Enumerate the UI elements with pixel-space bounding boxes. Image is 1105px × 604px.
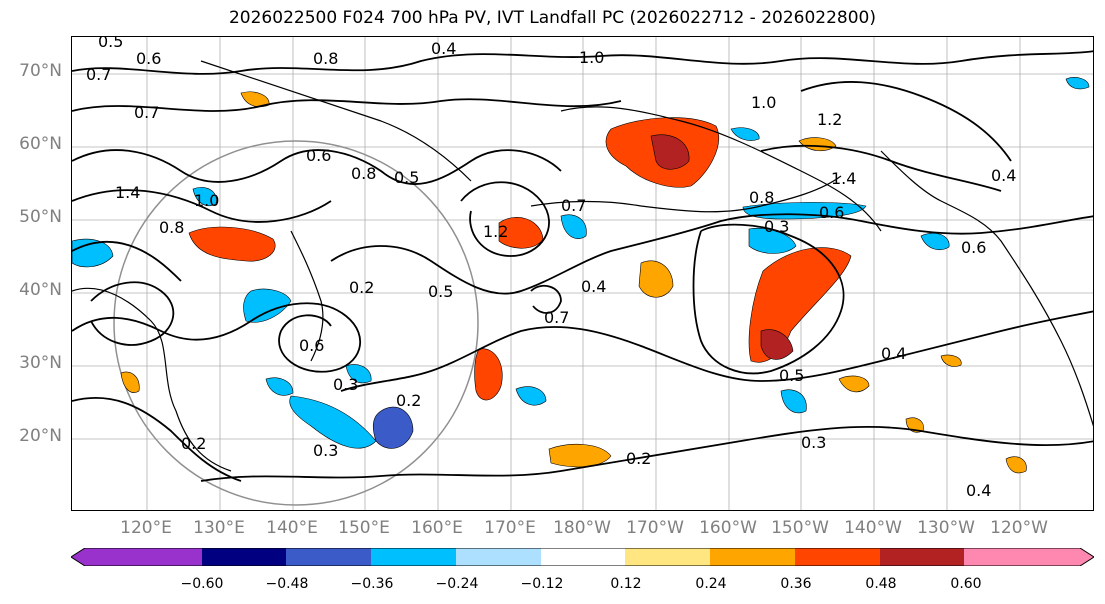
colorbar-tick: −0.48 [265,576,309,592]
colorbar-tick: 0.36 [780,576,812,592]
contour-label: 1.4 [831,169,856,188]
contour-label: 0.2 [396,391,421,410]
contour-label: 1.0 [194,191,219,210]
lon-label-150w: 150°W [771,518,829,538]
lon-label-130w: 130°W [917,518,975,538]
graticule [72,37,1093,510]
contour-label: 0.4 [581,277,606,296]
contour-label: 0.7 [134,103,159,122]
colorbar-segment [710,548,796,566]
colorbar-segment [371,548,457,566]
colorbar-tick: −0.24 [435,576,479,592]
colorbar-segment [795,548,881,566]
contour-labels: 0.4 0.5 0.6 0.7 0.8 1.0 1.2 1.4 0.2 0.3 … [86,37,1016,500]
colorbar-tick: 0.60 [950,576,982,592]
colorbar-segment [286,548,372,566]
lat-label-40n: 40°N [19,280,62,300]
contour-label: 0.7 [544,308,569,327]
pv-negative-shading [72,77,1090,449]
contour-label: 0.7 [86,65,111,84]
colorbar-segment [880,548,965,566]
contour-label: 0.5 [779,366,804,385]
colorbar-tick: −0.36 [350,576,394,592]
contour-label: 0.4 [991,166,1016,185]
contour-label: 0.6 [306,146,331,165]
contour-label: 0.7 [561,196,586,215]
contour-label: 1.4 [115,183,140,202]
contour-label: 0.4 [881,344,906,363]
colorbar [71,548,1094,566]
contour-label: 1.2 [817,110,842,129]
lon-label-140e: 140°E [266,518,318,538]
colorbar-segment [625,548,711,566]
contour-label: 0.2 [626,449,651,468]
contour-label: 0.3 [764,217,789,236]
lon-label-160e: 160°E [411,518,463,538]
contour-label: 0.4 [431,39,456,58]
lat-label-50n: 50°N [19,207,62,227]
contour-label: 1.0 [751,93,776,112]
contour-label: 0.6 [136,49,161,68]
colorbar-segment [456,548,542,566]
lon-label-170e: 170°E [484,518,536,538]
coastlines [72,60,1093,472]
contour-label: 0.8 [351,164,376,183]
map-panel: 0.4 0.5 0.6 0.7 0.8 1.0 1.2 1.4 0.2 0.3 … [71,36,1094,511]
contour-label: 0.5 [394,168,419,187]
contour-label: 0.5 [428,282,453,301]
contour-label: 0.2 [349,278,374,297]
colorbar-tick: 0.12 [610,576,642,592]
colorbar-segment [202,548,287,566]
colorbar-tick: −0.12 [520,576,564,592]
contour-label: 1.2 [483,222,508,241]
pv-contours [72,50,1093,482]
lat-label-20n: 20°N [19,426,62,446]
colorbar-segment [71,548,202,566]
contour-label: 0.8 [313,49,338,68]
contour-label: 0.8 [749,188,774,207]
lon-label-170w: 170°W [626,518,684,538]
contour-label: 1.0 [579,48,604,67]
lon-label-180w: 180°W [553,518,611,538]
contour-label: 0.8 [159,218,184,237]
colorbar-tick: 0.48 [865,576,897,592]
contour-label: 0.3 [333,375,358,394]
lon-label-160w: 160°W [699,518,757,538]
lat-label-60n: 60°N [19,134,62,154]
colorbar-tick: 0.24 [695,576,727,592]
contour-label: 0.3 [801,433,826,452]
region-circle [113,140,479,506]
colorbar-segment [541,548,626,566]
lon-label-150e: 150°E [338,518,390,538]
lon-label-120e: 120°E [120,518,172,538]
lat-label-30n: 30°N [19,353,62,373]
lon-label-130e: 130°E [193,518,245,538]
lat-label-70n: 70°N [19,61,62,81]
map-title: 2026022500 F024 700 hPa PV, IVT Landfall… [228,8,876,28]
contour-label: 0.6 [819,203,844,222]
lon-label-140w: 140°W [844,518,902,538]
contour-label: 0.3 [313,441,338,460]
contour-label: 0.6 [299,336,324,355]
contour-label: 0.2 [181,434,206,453]
lon-label-120w: 120°W [990,518,1048,538]
contour-label: 0.5 [98,37,123,51]
contour-label: 0.4 [966,481,991,500]
pv-positive-shading [120,91,1027,474]
colorbar-tick: −0.60 [180,576,224,592]
contour-label: 0.6 [961,238,986,257]
map-svg: 0.4 0.5 0.6 0.7 0.8 1.0 1.2 1.4 0.2 0.3 … [72,37,1093,510]
colorbar-segment [964,548,1094,566]
